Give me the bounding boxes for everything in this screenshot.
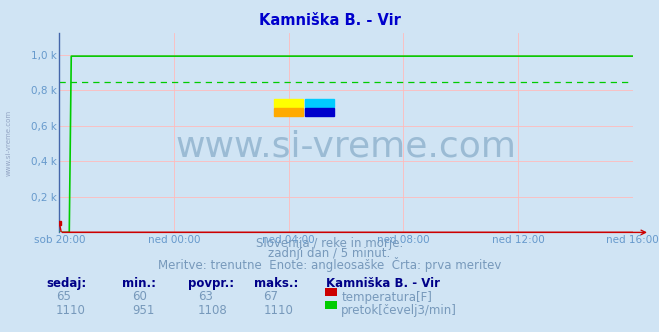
Text: www.si-vreme.com: www.si-vreme.com [175,130,517,164]
Text: 951: 951 [132,304,154,317]
Text: zadnji dan / 5 minut.: zadnji dan / 5 minut. [268,247,391,260]
Text: 67: 67 [264,290,279,303]
Text: sedaj:: sedaj: [46,277,86,290]
Text: Slovenija / reke in morje.: Slovenija / reke in morje. [256,237,403,250]
Bar [274,99,302,107]
Text: www.si-vreme.com: www.si-vreme.com [5,110,12,176]
Text: maks.:: maks.: [254,277,298,290]
Text: temperatura[F]: temperatura[F] [341,290,432,303]
Text: 65: 65 [56,290,71,303]
Text: 60: 60 [132,290,147,303]
Text: Kamniška B. - Vir: Kamniška B. - Vir [258,13,401,28]
Text: povpr.:: povpr.: [188,277,234,290]
Text: Kamniška B. - Vir: Kamniška B. - Vir [326,277,440,290]
Bar [274,108,302,116]
Text: pretok[čevelj3/min]: pretok[čevelj3/min] [341,304,457,317]
Bar [305,99,333,107]
Text: 1108: 1108 [198,304,227,317]
Text: 1110: 1110 [264,304,293,317]
Text: 63: 63 [198,290,213,303]
Text: min.:: min.: [122,277,156,290]
Bar [305,108,333,116]
Text: Meritve: trenutne  Enote: angleosaške  Črta: prva meritev: Meritve: trenutne Enote: angleosaške Črt… [158,257,501,272]
Text: 1110: 1110 [56,304,86,317]
